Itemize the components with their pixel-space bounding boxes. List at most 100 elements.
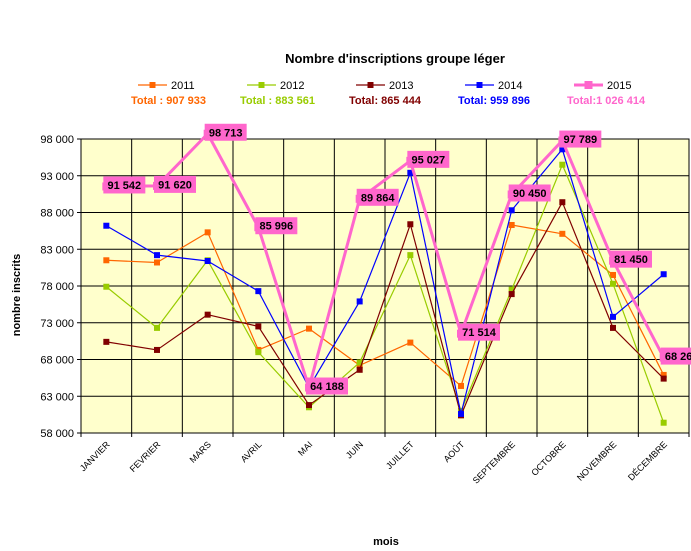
- y-tick-label: 68 000: [40, 355, 74, 367]
- data-point-2014: [610, 313, 616, 320]
- data-label-box: [306, 377, 348, 395]
- legend-swatch-marker: [476, 82, 483, 88]
- data-point-2012: [154, 324, 160, 331]
- legend-label: 2013: [389, 80, 413, 92]
- data-label: 95 027: [407, 150, 450, 168]
- data-labels: 91 542 91 620 98 713 85 996 64 188 89 864 95 0…: [103, 123, 691, 395]
- data-point-2012: [103, 283, 110, 290]
- data-point-2013: [610, 324, 616, 331]
- series-line-2015: [106, 132, 665, 390]
- y-axis-title: nombre inscrits: [11, 254, 23, 337]
- legend-total: Total : 907 933: [131, 95, 206, 107]
- y-tick-label: 78 000: [40, 281, 74, 293]
- y-tick-label: 83 000: [40, 244, 74, 256]
- data-point-2014: [660, 271, 667, 278]
- legend-swatch-marker: [149, 82, 156, 88]
- x-tick-label: AVRIL: [239, 439, 264, 464]
- y-tick-label: 98 000: [40, 134, 74, 146]
- legend-item-2015: 2015 Total:1 026 414: [567, 80, 646, 107]
- y-tick-label: 73 000: [40, 318, 74, 330]
- legend-total: Total: 865 444: [349, 95, 422, 107]
- legend-swatch-marker: [584, 81, 593, 89]
- y-tick-label: 88 000: [40, 208, 74, 220]
- x-tick-label: JUIN: [344, 439, 365, 460]
- data-point-2013: [407, 221, 414, 228]
- data-point-2014: [458, 410, 464, 417]
- data-label: 90 450: [508, 184, 551, 202]
- data-label-text: 98 713: [209, 127, 243, 139]
- data-point-2014: [204, 258, 211, 265]
- data-point-2011: [204, 229, 211, 236]
- data-label-text: 85 996: [260, 221, 294, 233]
- legend-swatch-marker: [367, 82, 374, 88]
- legend-total: Total : 883 561: [240, 95, 315, 107]
- legend-item-2011: 2011 Total : 907 933: [131, 80, 206, 107]
- data-point-2014: [407, 169, 414, 176]
- data-point-2011: [559, 230, 566, 237]
- data-point-2012: [407, 252, 414, 259]
- series-line-2011: [106, 224, 665, 387]
- data-point-2013: [660, 375, 667, 382]
- series-line-2013: [106, 201, 665, 416]
- x-tick-label: MARS: [188, 439, 213, 464]
- data-point-2012: [660, 419, 667, 426]
- y-tick-label: 63 000: [40, 391, 74, 403]
- data-label-text: 68 261: [665, 351, 691, 363]
- data-point-2012: [356, 359, 363, 366]
- data-point-2013: [204, 311, 211, 318]
- legend-item-2012: 2012 Total : 883 561: [240, 80, 315, 107]
- data-point-2014: [508, 207, 515, 214]
- data-label-box: [407, 150, 450, 168]
- data-label: 71 514: [458, 323, 500, 341]
- legend-item-2014: 2014 Total: 959 896: [458, 80, 530, 107]
- data-label: 91 542: [103, 176, 146, 194]
- data-label: 91 620: [154, 175, 196, 193]
- data-point-2013: [559, 199, 566, 206]
- data-label-box: [356, 188, 399, 206]
- legend-item-2013: 2013 Total: 865 444: [349, 80, 422, 107]
- data-label: 98 713: [204, 123, 247, 141]
- data-point-2011: [154, 259, 160, 266]
- legend-label: 2014: [498, 80, 522, 92]
- data-point-2013: [255, 323, 262, 330]
- data-label-text: 90 450: [513, 188, 547, 200]
- data-label: 81 450: [610, 250, 652, 268]
- legend-swatch-marker: [258, 82, 265, 88]
- data-point-2013: [508, 291, 515, 298]
- data-label: 85 996: [255, 217, 298, 235]
- data-label: 97 789: [559, 130, 602, 148]
- x-tick-label: SEPTEMBRE: [471, 439, 517, 485]
- data-point-2011: [610, 271, 616, 278]
- data-point-2012: [559, 161, 566, 168]
- chart-title: Nombre d'inscriptions groupe léger: [285, 51, 505, 66]
- data-label-box: [508, 184, 551, 202]
- data-point-2011: [458, 382, 464, 389]
- data-point-2014: [559, 146, 566, 153]
- legend-total: Total: 959 896: [458, 95, 530, 107]
- data-point-2011: [103, 257, 110, 264]
- x-tick-label: FEVRIER: [128, 439, 163, 474]
- data-label-box: [204, 123, 247, 141]
- data-point-2013: [356, 366, 363, 373]
- series-line-2014: [106, 148, 665, 415]
- y-tick-label: 58 000: [40, 428, 74, 440]
- data-label-box: [610, 250, 652, 268]
- data-label: 64 188: [306, 377, 348, 395]
- data-point-2013: [154, 346, 160, 353]
- x-tick-label: NOVEMBRE: [575, 439, 618, 482]
- data-label-text: 91 620: [158, 179, 192, 191]
- data-label-text: 71 514: [462, 327, 497, 339]
- data-label-box: [154, 175, 196, 193]
- data-point-2012: [610, 280, 616, 287]
- data-label-text: 97 789: [564, 134, 598, 146]
- x-tick-label: DÉCEMBRE: [626, 439, 669, 482]
- x-tick-label: MAI: [296, 439, 314, 457]
- data-label-box: [255, 217, 298, 235]
- data-label-text: 89 864: [361, 192, 396, 204]
- legend-total: Total:1 026 414: [567, 95, 646, 107]
- data-point-2011: [306, 325, 312, 332]
- data-point-2012: [508, 286, 515, 293]
- data-label-text: 95 027: [412, 154, 446, 166]
